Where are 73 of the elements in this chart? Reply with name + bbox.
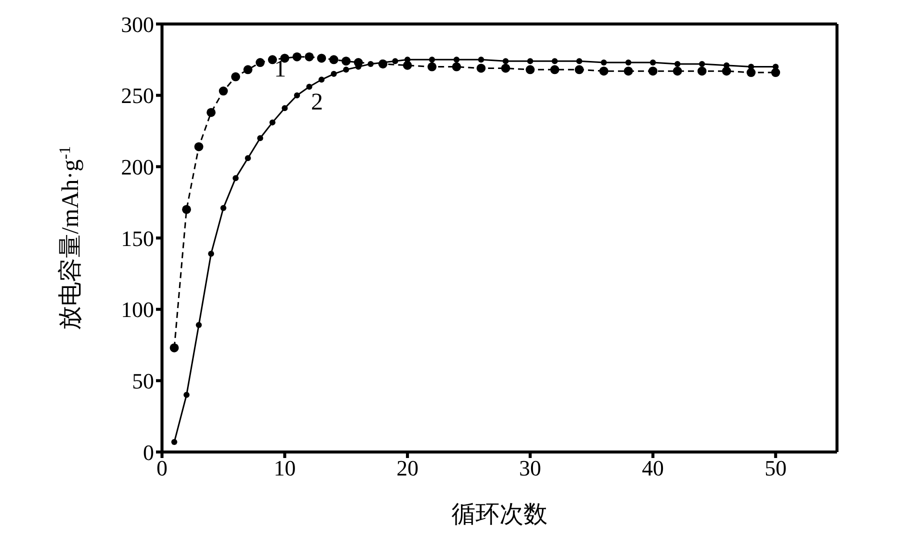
point — [368, 60, 374, 67]
y-tick-label: 50 — [132, 368, 154, 394]
series-label: 2 — [311, 89, 323, 116]
point — [576, 58, 582, 64]
point — [243, 65, 252, 74]
point — [452, 62, 462, 72]
point — [476, 64, 486, 73]
point — [269, 119, 276, 126]
point — [182, 204, 192, 214]
y-tick-label: 0 — [143, 440, 154, 465]
point — [317, 54, 326, 63]
point — [574, 65, 584, 74]
point — [304, 52, 314, 62]
point — [218, 86, 228, 96]
point — [454, 56, 460, 63]
x-axis-title: 循环次数 — [452, 502, 548, 528]
point — [196, 322, 202, 328]
point — [648, 66, 658, 76]
point — [294, 92, 300, 98]
point — [232, 175, 239, 182]
point — [329, 55, 338, 64]
point — [330, 70, 337, 77]
y-tick-label: 150 — [121, 226, 154, 251]
point — [268, 55, 277, 64]
point — [624, 66, 633, 76]
point — [194, 142, 204, 152]
point — [478, 56, 484, 63]
point — [746, 68, 756, 78]
point — [699, 60, 705, 67]
y-tick-label: 300 — [121, 12, 154, 37]
point — [722, 66, 732, 76]
point — [550, 65, 560, 74]
point — [244, 155, 251, 162]
point — [552, 58, 558, 64]
point — [231, 72, 240, 82]
point — [674, 60, 680, 67]
point — [208, 250, 214, 257]
point — [429, 56, 435, 63]
point — [206, 108, 216, 117]
point — [257, 135, 264, 142]
point — [625, 60, 632, 66]
point — [600, 60, 607, 66]
y-tick-label: 100 — [121, 297, 154, 322]
point — [526, 65, 535, 74]
x-tick-label: 50 — [764, 456, 787, 481]
series-label: 1 — [274, 56, 286, 83]
point — [184, 392, 190, 398]
y-tick-label: 200 — [121, 154, 154, 180]
point — [672, 66, 682, 76]
point — [343, 66, 350, 73]
x-tick-label: 20 — [396, 456, 418, 481]
y-tick-label: 250 — [121, 83, 154, 108]
point — [402, 60, 412, 70]
point — [306, 84, 312, 90]
point — [698, 66, 706, 76]
point — [318, 76, 325, 83]
point — [171, 439, 178, 446]
x-tick-label: 40 — [642, 456, 664, 481]
point — [256, 58, 265, 68]
x-tick-label: 30 — [519, 456, 542, 481]
point — [170, 343, 179, 352]
point — [282, 105, 288, 112]
point — [650, 60, 656, 66]
point — [599, 66, 608, 76]
point — [502, 58, 509, 64]
point — [428, 62, 436, 72]
point — [501, 64, 510, 73]
point — [392, 58, 398, 64]
point — [527, 58, 534, 64]
point — [342, 56, 351, 66]
point — [292, 52, 302, 62]
x-tick-label: 10 — [274, 456, 296, 481]
point — [220, 205, 226, 212]
